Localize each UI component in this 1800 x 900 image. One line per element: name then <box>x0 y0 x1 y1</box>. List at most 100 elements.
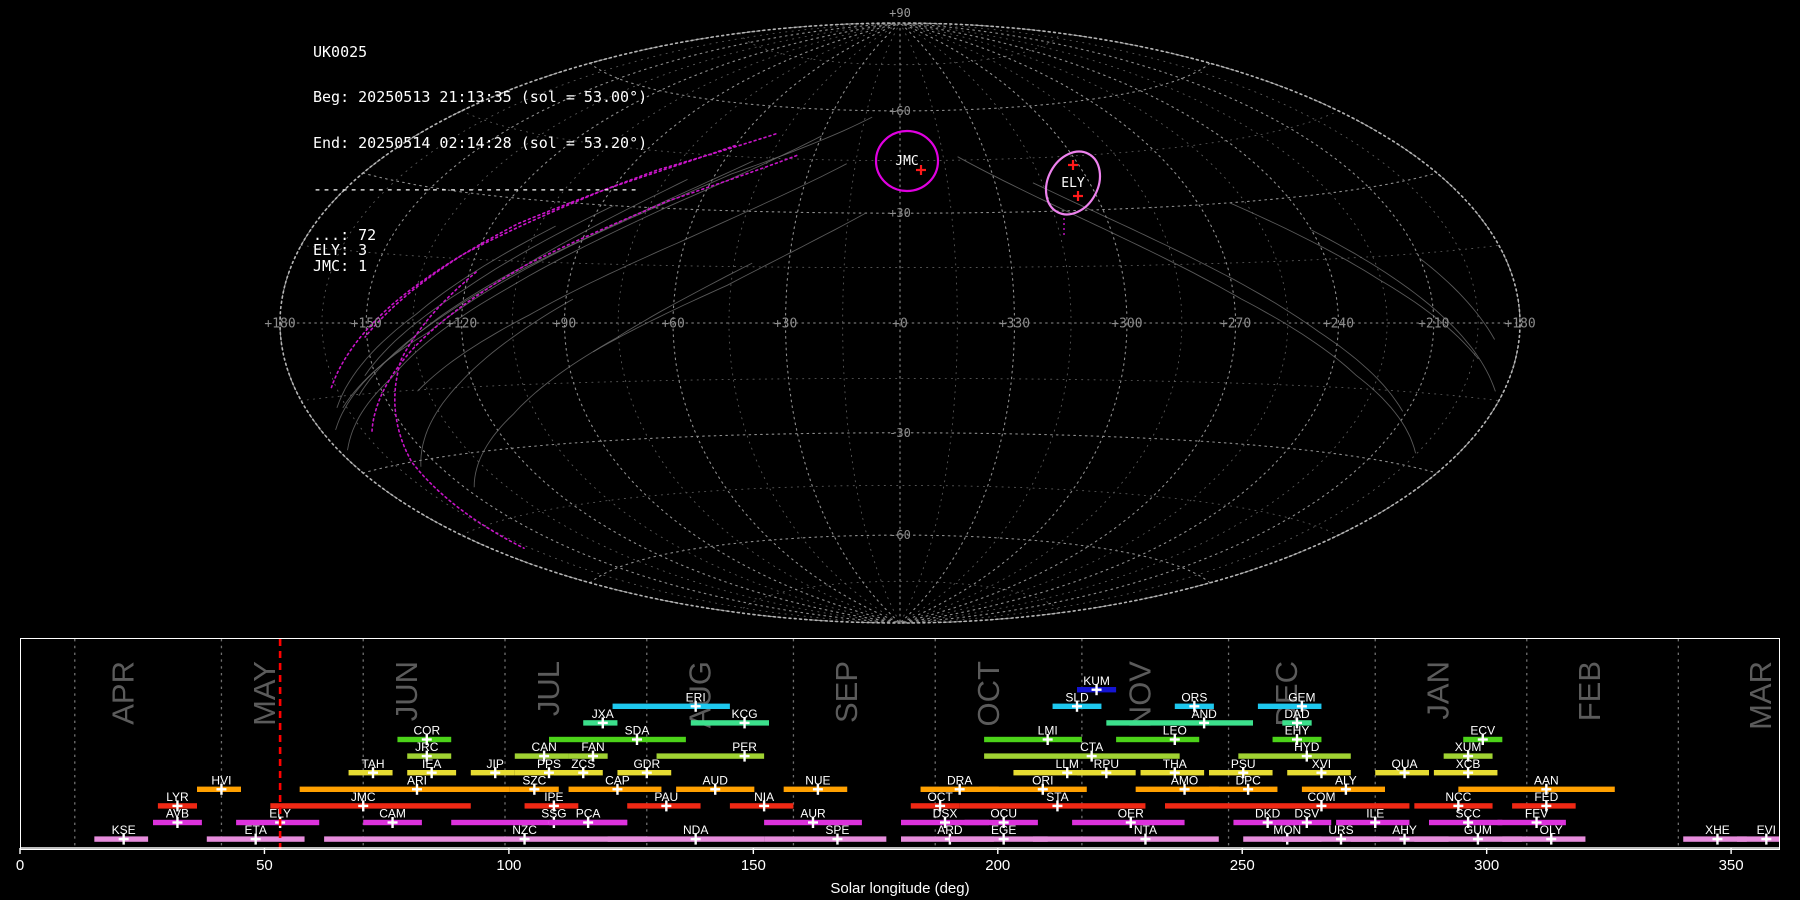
shower-bar-jmc[interactable]: JMC <box>270 790 471 812</box>
shower-bar-sda[interactable]: SDA <box>549 724 686 745</box>
shower-bar-eri[interactable]: ERI <box>612 690 730 712</box>
shower-bar-tah[interactable]: TAH <box>348 757 393 779</box>
shower-bar-cam[interactable]: CAM <box>363 807 422 828</box>
shower-bar-fed[interactable]: FED <box>1512 790 1576 812</box>
shower-bar-leo[interactable]: LEO <box>1116 724 1200 745</box>
shower-bar-jxa[interactable]: JXA <box>583 707 618 729</box>
shower-bar-can[interactable]: CAN <box>514 740 569 762</box>
shower-bar-rpu[interactable]: RPU <box>1077 757 1136 779</box>
shower-bar-pau[interactable]: PAU <box>627 790 701 812</box>
shower-bar-kse[interactable]: KSE <box>94 823 149 845</box>
radiant-marker-jmc[interactable]: JMC <box>874 129 940 193</box>
month-label-mar: MAR <box>1743 661 1778 730</box>
shower-bar-hyd[interactable]: HYD <box>1238 740 1351 762</box>
shower-bar-lmi[interactable]: LMI <box>984 724 1082 745</box>
shower-bar-dad[interactable]: DAD <box>1282 707 1312 729</box>
shower-bar-amo[interactable]: AMO <box>1135 773 1219 795</box>
shower-bar-avb[interactable]: AVB <box>153 807 202 828</box>
shower-bar-eta[interactable]: ETA <box>206 823 305 845</box>
shower-bar-jip[interactable]: JIP <box>470 757 515 779</box>
shower-bar-aan[interactable]: AAN <box>1458 773 1615 795</box>
shower-bar-hvi[interactable]: HVI <box>197 773 241 795</box>
shower-bar-per[interactable]: PER <box>656 740 765 762</box>
shower-activity-timeline[interactable]: MAR APR MAY JUN JUL AUG SEP OCT NOV DEC JAN FEB KUM E… <box>20 638 1780 850</box>
shower-bar-gdr[interactable]: GDR <box>617 757 672 779</box>
timeline-svg[interactable]: MAR APR MAY JUN JUL AUG SEP OCT NOV DEC JAN FEB KUM E… <box>21 639 1780 850</box>
sky-map-svg[interactable]: +180 +150 +120 +90 +60 +30 +0 +330 +300 +270 +240 +… <box>0 0 1800 630</box>
shower-bar-cta[interactable]: CTA <box>984 740 1180 762</box>
radiant-ellipse-ely[interactable] <box>1035 142 1110 224</box>
shower-peak-marker <box>690 700 701 712</box>
shower-code-label: IEA <box>422 757 441 771</box>
shower-bar-urs[interactable]: URS <box>1282 823 1381 845</box>
shower-bar-cap[interactable]: CAP <box>568 773 662 795</box>
shower-bar-lyr[interactable]: LYR <box>157 790 197 812</box>
shower-bar-nia[interactable]: NIA <box>729 790 794 812</box>
sky-map-panel[interactable]: +180 +150 +120 +90 +60 +30 +0 +330 +300 +270 +240 +… <box>0 0 1800 630</box>
shower-bar-nue[interactable]: NUE <box>783 773 848 795</box>
shower-bar-and[interactable]: AND <box>1106 707 1253 729</box>
shower-bar-ipe[interactable]: IPE <box>524 790 579 812</box>
shower-bar-jrc[interactable]: JRC <box>407 740 452 762</box>
shower-bar-nta[interactable]: NTA <box>1033 823 1219 845</box>
shower-bar-aur[interactable]: AUR <box>764 807 862 828</box>
shower-bar-sta[interactable]: STA <box>959 790 1146 812</box>
shower-bar-dsv[interactable]: DSV <box>1277 807 1332 828</box>
shower-code-label: PCA <box>576 807 601 821</box>
shower-bar-com[interactable]: COM <box>1165 790 1410 812</box>
shower-bar-szc[interactable]: SZC <box>509 773 559 795</box>
radiant-ellipse-jmc[interactable] <box>874 129 940 193</box>
shower-bar-nzc[interactable]: NZC <box>324 823 647 845</box>
shower-bar-ahy[interactable]: AHY <box>1350 823 1449 845</box>
shower-bar-ege[interactable]: EGE <box>949 823 1048 845</box>
shower-bar-oer[interactable]: OER <box>1072 807 1185 828</box>
shower-bar-evi[interactable]: EVI <box>1737 823 1780 845</box>
shower-bar-xum[interactable]: XUM <box>1443 740 1493 762</box>
shower-bar-dra[interactable]: DRA <box>920 773 999 795</box>
shower-bar-gem[interactable]: GEM <box>1257 690 1322 712</box>
shower-bar-xhe[interactable]: XHE <box>1683 823 1747 845</box>
shower-bar-cor[interactable]: COR <box>397 724 452 745</box>
shower-bar-ori[interactable]: ORI <box>979 773 1087 795</box>
shower-bar-fev[interactable]: FEV <box>1497 807 1566 828</box>
shower-bar-kcg[interactable]: KCG <box>690 707 769 729</box>
shower-bar-ncc[interactable]: NCC <box>1414 790 1493 812</box>
radiant-marker-ely[interactable]: ELY <box>1035 142 1110 224</box>
shower-bar-iea[interactable]: IEA <box>407 757 457 779</box>
shower-bar-aud[interactable]: AUD <box>676 773 755 795</box>
shower-code-label: HYD <box>1294 740 1320 754</box>
shower-bar-oct[interactable]: OCT <box>910 790 960 812</box>
shower-bar-ors[interactable]: ORS <box>1174 690 1214 712</box>
shower-bar-fan[interactable]: FAN <box>568 740 608 762</box>
shower-bar-ocu[interactable]: OCU <box>964 807 1038 828</box>
shower-bar-pca[interactable]: PCA <box>549 807 628 828</box>
shower-peak-marker <box>1091 684 1102 696</box>
shower-bar-sld[interactable]: SLD <box>1052 690 1102 712</box>
shower-bar-spe[interactable]: SPE <box>764 823 887 845</box>
shower-bar-ile[interactable]: ILE <box>1336 807 1410 828</box>
shower-bar-llm[interactable]: LLM <box>1013 757 1107 779</box>
shower-bar-ecv[interactable]: ECV <box>1463 724 1503 745</box>
shower-bar-oly[interactable]: OLY <box>1502 823 1586 845</box>
shower-code-label: DKD <box>1255 807 1281 821</box>
shower-bar-xcb[interactable]: XCB <box>1433 757 1498 779</box>
shower-bar-scc[interactable]: SCC <box>1429 807 1503 828</box>
shower-bar-gum[interactable]: GUM <box>1414 823 1522 845</box>
shower-bar-zcs[interactable]: ZCS <box>553 757 603 779</box>
shower-bar-nda[interactable]: NDA <box>607 823 765 845</box>
shower-bar-qua[interactable]: QUA <box>1375 757 1429 779</box>
shower-bar-dsx[interactable]: DSX <box>901 807 989 828</box>
shower-bar-xvi[interactable]: XVI <box>1287 757 1351 779</box>
shower-bar-psu[interactable]: PSU <box>1209 757 1273 779</box>
shower-bar-ari[interactable]: ARI <box>299 773 510 795</box>
shower-bar-tha[interactable]: THA <box>1140 757 1205 779</box>
shower-bar-pps[interactable]: PPS <box>514 757 579 779</box>
shower-code-label: LLM <box>1056 757 1079 771</box>
shower-bar-kum[interactable]: KUM <box>1077 674 1117 696</box>
shower-bar-dpc[interactable]: DPC <box>1209 773 1278 795</box>
shower-peak-marker <box>1399 767 1410 779</box>
shower-bar-ehy[interactable]: EHY <box>1272 724 1322 745</box>
shower-bar-dkd[interactable]: DKD <box>1233 807 1297 828</box>
shower-peak-marker <box>539 750 550 762</box>
shower-bar-aly[interactable]: ALY <box>1301 773 1385 795</box>
